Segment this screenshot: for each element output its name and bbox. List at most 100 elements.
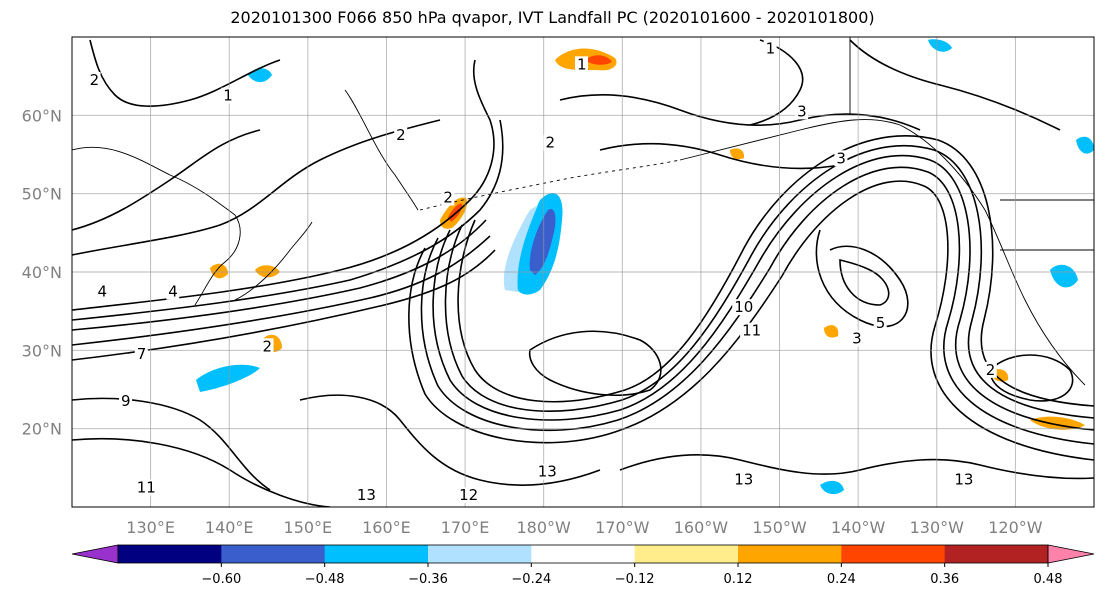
lat-tick-label: 40°N bbox=[22, 263, 62, 282]
lon-tick-label: 140°E bbox=[205, 518, 254, 537]
colorbar-tick-label: −0.24 bbox=[511, 572, 551, 587]
colorbar-tick-label: 0.12 bbox=[724, 572, 753, 587]
lon-tick-label: 140°W bbox=[831, 518, 886, 537]
contour-line bbox=[72, 219, 487, 331]
contour-label-bg bbox=[394, 126, 408, 143]
negative-anomaly-subtropics bbox=[820, 480, 844, 495]
contour-label-bg bbox=[95, 283, 109, 300]
lat-tick-label: 60°N bbox=[22, 106, 62, 125]
contour-label: 2 bbox=[546, 134, 556, 152]
negative-anomaly-west-pacific bbox=[196, 364, 260, 392]
colorbar-segment bbox=[944, 545, 1049, 563]
contour-label: 2 bbox=[263, 337, 273, 355]
colorbar-tick-label: −0.36 bbox=[408, 572, 448, 587]
lat-tick-label: 30°N bbox=[22, 341, 62, 360]
contour-label: 11 bbox=[137, 478, 156, 496]
contour-label-bg bbox=[87, 72, 101, 88]
contour-label: 3 bbox=[797, 102, 807, 120]
contour-line bbox=[420, 166, 1094, 445]
contour-label: 2 bbox=[396, 126, 406, 144]
positive-anomaly-central-pacific bbox=[824, 325, 839, 338]
shaded-anomalies bbox=[196, 39, 1094, 495]
lon-tick-label: 120°W bbox=[988, 518, 1043, 537]
colorbar-outline bbox=[117, 544, 1049, 564]
colorbar-tick-label: −0.60 bbox=[201, 572, 241, 587]
contour-line bbox=[815, 229, 909, 328]
colorbar-segment bbox=[531, 545, 636, 563]
colorbar-extend-high bbox=[1047, 544, 1095, 564]
negative-anomaly-canada bbox=[1076, 136, 1094, 154]
contour-line bbox=[72, 235, 491, 346]
contour-label: 10 bbox=[734, 298, 753, 316]
lon-tick-label: 130°W bbox=[910, 518, 965, 537]
japan-coastline bbox=[234, 221, 313, 301]
contour-line bbox=[619, 454, 1094, 480]
lat-tick-label: 50°N bbox=[22, 185, 62, 204]
alaska-coastline bbox=[679, 119, 986, 211]
contour-label-bg bbox=[952, 471, 975, 488]
contour-label-bg bbox=[850, 330, 864, 347]
contour-line bbox=[72, 59, 495, 311]
lon-tick-label: 130°E bbox=[126, 518, 175, 537]
lon-tick-label: 180°W bbox=[517, 518, 572, 537]
contour-label-bg bbox=[732, 299, 755, 316]
contour-label: 1 bbox=[223, 87, 233, 105]
contour-label: 13 bbox=[538, 463, 557, 481]
negative-anomaly-arctic bbox=[928, 39, 952, 52]
kamchatka-coastline bbox=[344, 89, 419, 211]
contour-label: 3 bbox=[836, 149, 846, 167]
contour-label: 12 bbox=[459, 486, 478, 504]
lon-tick-label: 170°W bbox=[595, 518, 650, 537]
contour-line bbox=[72, 249, 496, 361]
ivt-contours bbox=[72, 39, 1094, 507]
contour-label-bg bbox=[543, 134, 557, 151]
contour-line bbox=[559, 94, 921, 131]
contour-label: 4 bbox=[168, 283, 178, 301]
positive-anomaly-korea bbox=[210, 263, 228, 279]
contour-line bbox=[432, 154, 1094, 431]
contour-label: 7 bbox=[137, 345, 147, 363]
contour-label-bg bbox=[873, 314, 887, 331]
contour-line bbox=[408, 180, 1094, 461]
map-frame bbox=[71, 36, 1095, 508]
contour-line bbox=[749, 39, 804, 126]
contour-line bbox=[72, 119, 441, 256]
gridlines bbox=[72, 37, 1094, 507]
contour-label-bg bbox=[535, 463, 558, 480]
contour-line bbox=[444, 144, 1094, 419]
colorbar-segment bbox=[634, 545, 739, 563]
colorbar-segment bbox=[428, 545, 532, 563]
lon-tick-label: 150°E bbox=[284, 518, 333, 537]
positive-anomaly-japan bbox=[255, 265, 280, 278]
colorbar-tick-label: 0.24 bbox=[827, 572, 856, 587]
coastlines bbox=[72, 37, 1094, 386]
contour-label: 2 bbox=[90, 71, 100, 89]
contour-label-bg bbox=[354, 487, 377, 504]
contour-label: 11 bbox=[742, 322, 761, 340]
contour-label-bg bbox=[134, 479, 157, 496]
contour-label: 2 bbox=[443, 189, 453, 207]
colorbar-tick-label: −0.48 bbox=[305, 572, 345, 587]
positive-anomaly-siberia-core bbox=[585, 55, 612, 65]
contour-label-bg bbox=[166, 283, 180, 300]
contour-label-bg bbox=[740, 322, 763, 339]
contour-label-bg bbox=[119, 393, 133, 410]
contour-label-bg bbox=[795, 103, 809, 120]
lat-tick-label: 20°N bbox=[22, 420, 62, 439]
contour-label-bg bbox=[457, 487, 480, 504]
contour-line bbox=[839, 258, 890, 306]
contour-label-bg bbox=[441, 189, 455, 206]
contour-label-bg bbox=[983, 361, 997, 378]
contour-label: 1 bbox=[766, 40, 776, 58]
contour-label-bg bbox=[732, 471, 755, 488]
colorbar-tick-label: 0.36 bbox=[930, 572, 959, 587]
colorbar-segment bbox=[324, 545, 429, 563]
contour-line bbox=[72, 119, 504, 321]
positive-anomaly-gulf-alaska bbox=[730, 148, 745, 160]
contour-line bbox=[599, 142, 841, 170]
latitude-tick-labels: 20°N 30°N 40°N 50°N 60°N bbox=[22, 106, 62, 438]
contour-label-bg bbox=[134, 346, 148, 363]
